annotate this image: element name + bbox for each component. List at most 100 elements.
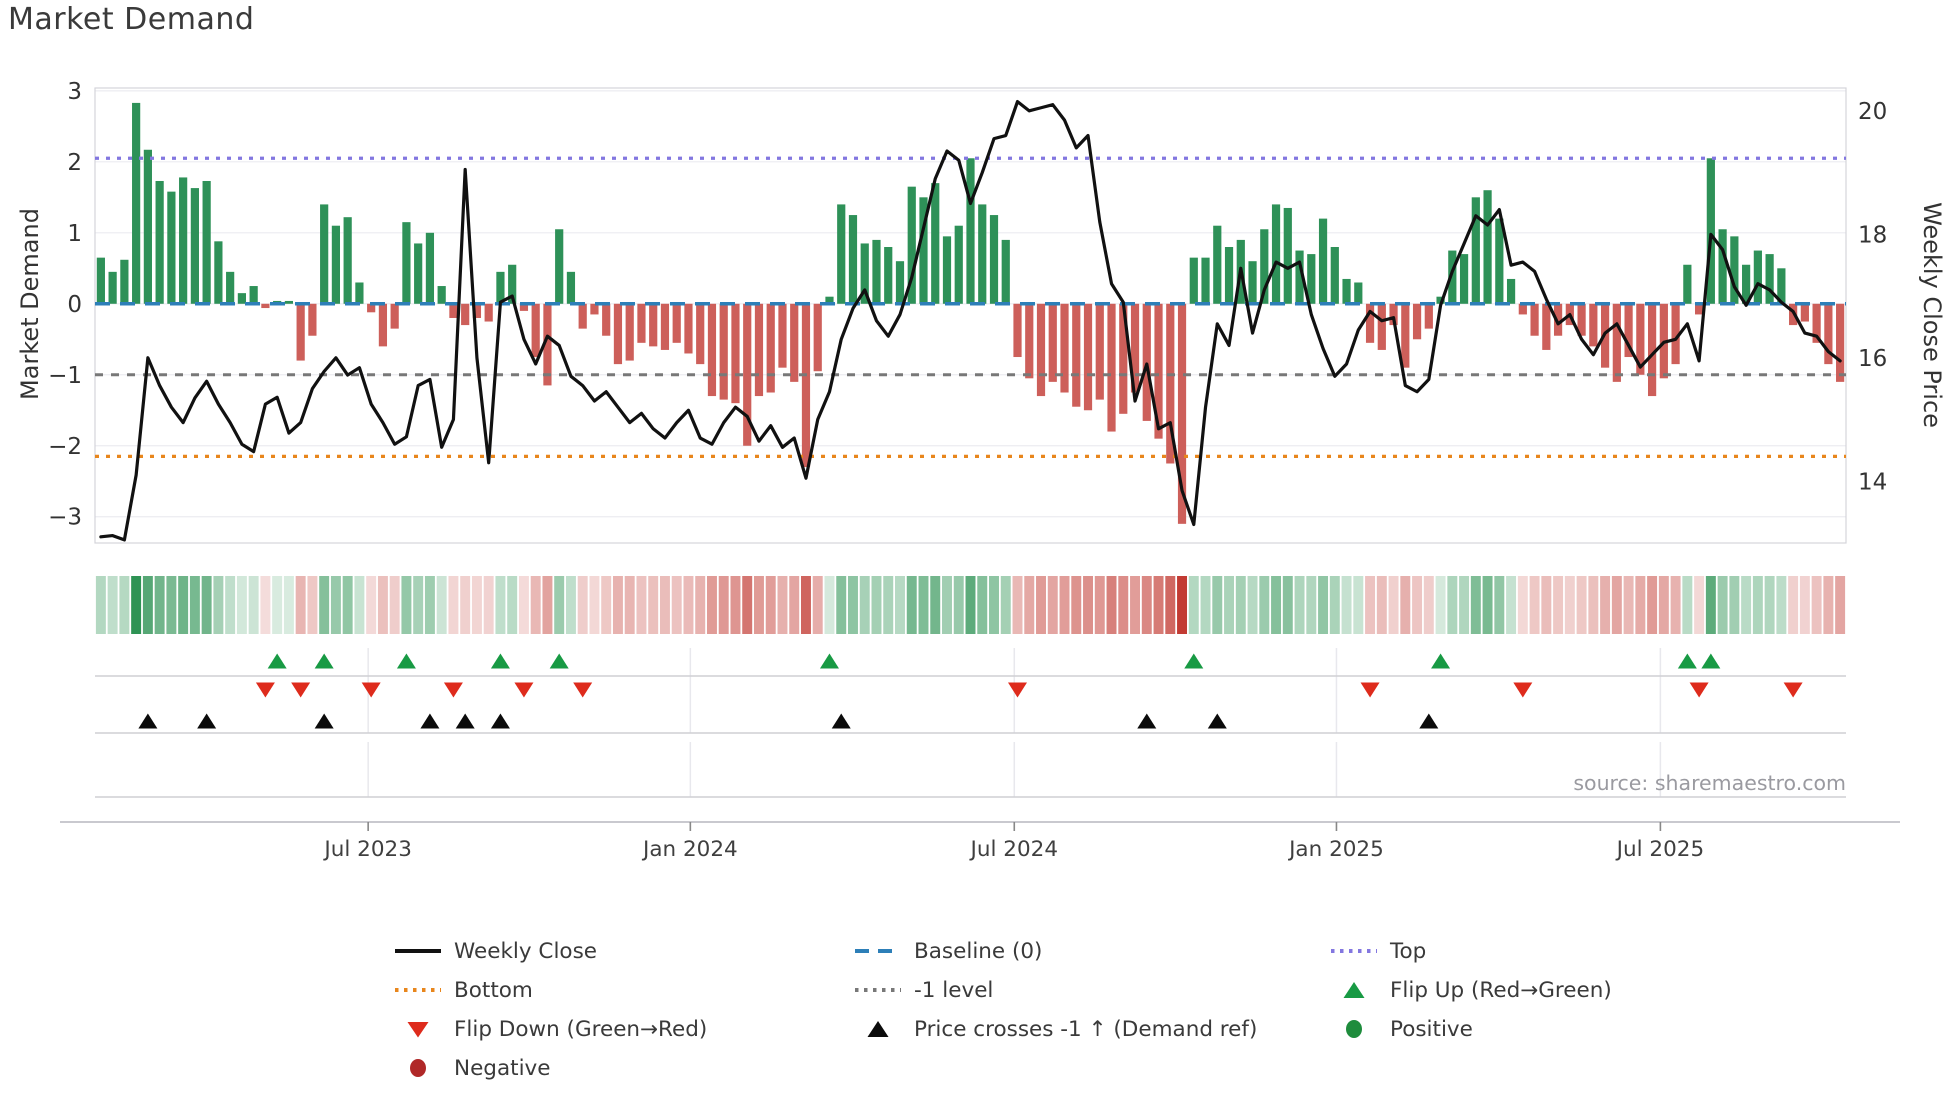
price-cross-icon bbox=[314, 713, 334, 729]
heatmap-cell bbox=[1811, 576, 1822, 634]
heatmap-cell bbox=[1259, 576, 1270, 634]
demand-bar bbox=[1013, 303, 1022, 358]
demand-bar bbox=[602, 303, 611, 336]
x-tick-label: Jan 2025 bbox=[1287, 837, 1384, 862]
demand-bar bbox=[1683, 264, 1692, 304]
legend-label: Positive bbox=[1390, 1016, 1473, 1042]
heatmap-cell bbox=[1329, 576, 1340, 634]
heatmap-cell bbox=[1247, 576, 1258, 634]
heatmap-cell bbox=[812, 576, 823, 634]
heatmap-cell bbox=[789, 576, 800, 634]
heatmap-cell bbox=[1553, 576, 1564, 634]
demand-bar bbox=[1518, 303, 1527, 315]
demand-bar bbox=[1695, 303, 1704, 315]
demand-bar bbox=[1612, 303, 1621, 382]
flip-up-icon bbox=[396, 653, 416, 669]
x-axis: Jul 2023 Jan 2024 Jul 2024 Jan 2025 Jul 2025 bbox=[60, 821, 1900, 862]
demand-bar bbox=[1201, 257, 1210, 304]
demand-bar bbox=[1095, 303, 1104, 400]
heatmap-cell bbox=[671, 576, 682, 634]
demand-bar bbox=[449, 303, 458, 318]
heatmap-cell bbox=[1106, 576, 1117, 634]
legend-circle-icon bbox=[1346, 1020, 1362, 1038]
demand-bar bbox=[1283, 207, 1292, 304]
heatmap-cell bbox=[1623, 576, 1634, 634]
heatmap-cell bbox=[1564, 576, 1575, 634]
demand-bar bbox=[132, 102, 141, 304]
heatmap-cell bbox=[1729, 576, 1740, 634]
heatmap-cell bbox=[354, 576, 365, 634]
demand-bar bbox=[1025, 303, 1034, 379]
heatmap-cell bbox=[1799, 576, 1810, 634]
demand-bar bbox=[249, 286, 258, 304]
heatmap-cell bbox=[1282, 576, 1293, 634]
heatmap-cell bbox=[236, 576, 247, 634]
demand-bar bbox=[660, 303, 670, 350]
heatmap-cell bbox=[765, 576, 776, 634]
legend: Weekly Close Baseline (0) Top Bottom -1 leve… bbox=[0, 920, 1960, 1102]
demand-bar bbox=[778, 303, 787, 368]
heatmap-cell bbox=[1388, 576, 1399, 634]
heatmap-cell bbox=[1165, 576, 1176, 634]
demand-bar bbox=[966, 158, 975, 304]
heatmap-cell bbox=[295, 576, 306, 634]
legend-label: Baseline (0) bbox=[914, 938, 1043, 964]
heatmap-cell bbox=[1047, 576, 1058, 634]
heatmap-cell bbox=[1306, 576, 1317, 634]
demand-bar bbox=[1671, 303, 1680, 365]
demand-bar bbox=[1354, 282, 1363, 304]
heatmap-cell bbox=[1576, 576, 1587, 634]
heatmap-cell bbox=[1541, 576, 1552, 634]
demand-bar bbox=[590, 303, 599, 315]
heatmap-cell bbox=[1717, 576, 1728, 634]
demand-bar bbox=[202, 180, 211, 304]
demand-bar bbox=[707, 303, 717, 397]
heatmap-strip bbox=[95, 576, 1846, 634]
legend-item-price-crosses-1-demand-ref: Price crosses -1 ↑ (Demand ref) bbox=[852, 1014, 1257, 1044]
heatmap-cell bbox=[1682, 576, 1693, 634]
demand-bar bbox=[226, 271, 235, 304]
heatmap-cell bbox=[683, 576, 694, 634]
heatmap-cell bbox=[1459, 576, 1470, 634]
heatmap-cell bbox=[801, 576, 811, 634]
heatmap-cell bbox=[377, 576, 388, 634]
heatmap-cell bbox=[166, 576, 177, 634]
demand-bar bbox=[308, 303, 317, 336]
heatmap-cell bbox=[1776, 576, 1787, 634]
price-cross-icon bbox=[1419, 713, 1439, 729]
demand-bar bbox=[543, 303, 552, 386]
flip-up-icon bbox=[267, 653, 287, 669]
demand-bar bbox=[120, 259, 129, 304]
heatmap-cell bbox=[1435, 576, 1446, 634]
demand-bar bbox=[343, 217, 352, 304]
axis-tick-labels: 3 2 1 0 −1 −2 −3 20 18 16 14 bbox=[48, 79, 1887, 531]
demand-bar bbox=[296, 303, 305, 361]
flip-up-icon bbox=[819, 653, 839, 669]
legend-dots-icon bbox=[855, 988, 901, 992]
price-cross-icon bbox=[831, 713, 851, 729]
demand-bar bbox=[1248, 261, 1257, 304]
heatmap-cell bbox=[1400, 576, 1411, 634]
demand-bar bbox=[1295, 250, 1304, 304]
demand-bar bbox=[989, 215, 999, 304]
heatmap-cell bbox=[777, 576, 788, 634]
demand-bar bbox=[672, 303, 681, 343]
demand-bar bbox=[1130, 303, 1140, 393]
demand-bar bbox=[931, 183, 940, 304]
heatmap-cell bbox=[1752, 576, 1763, 634]
demand-bar bbox=[390, 303, 399, 329]
right-tick-label: 14 bbox=[1858, 469, 1887, 495]
demand-bar bbox=[1777, 268, 1786, 304]
demand-bar bbox=[555, 229, 564, 304]
right-tick-label: 18 bbox=[1858, 222, 1887, 248]
legend-line-icon bbox=[395, 949, 441, 953]
demand-bar bbox=[1342, 278, 1351, 304]
heatmap-cell bbox=[730, 576, 741, 634]
x-tick-label: Jan 2024 bbox=[641, 837, 738, 862]
heatmap-cell bbox=[413, 576, 424, 634]
heatmap-cell bbox=[319, 576, 330, 634]
demand-bar bbox=[508, 264, 517, 304]
weekly-close-line bbox=[99, 99, 1842, 542]
demand-bar bbox=[402, 222, 411, 304]
demand-bar bbox=[143, 149, 152, 304]
